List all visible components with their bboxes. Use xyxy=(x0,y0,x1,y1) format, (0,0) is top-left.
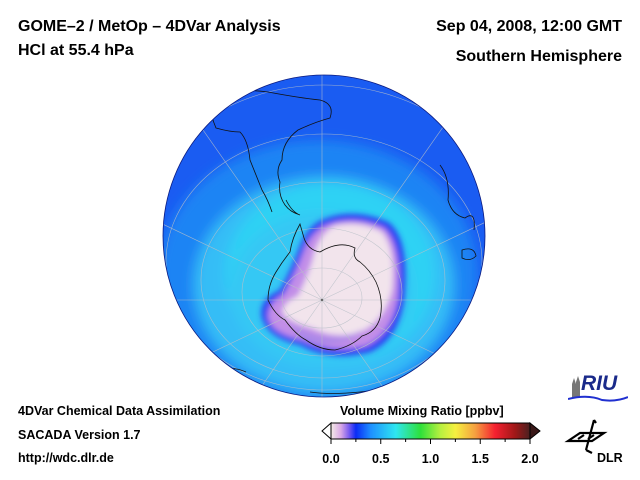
dlr-emblem-icon xyxy=(564,419,608,454)
meridian-line xyxy=(163,75,323,301)
title-line-1: GOME–2 / MetOp – 4DVar Analysis xyxy=(18,18,281,35)
meridian-line xyxy=(321,299,485,397)
colorbar-tick-label: 1.0 xyxy=(421,452,440,466)
meridian-line xyxy=(163,134,323,301)
meridian-line xyxy=(321,299,485,397)
coastlines xyxy=(210,90,477,394)
region-label: Southern Hemisphere xyxy=(455,48,622,65)
globe-edge xyxy=(162,74,486,398)
riu-text: RIU xyxy=(581,372,618,395)
footer-line-3[interactable]: http://wdc.dlr.de xyxy=(18,451,114,465)
colorbar-tick-label: 0.5 xyxy=(372,452,390,466)
title-line-2: HCl at 55.4 hPa xyxy=(18,42,134,59)
dlr-text: DLR xyxy=(597,451,623,465)
footer-line-1: 4DVar Chemical Data Assimilation xyxy=(18,404,221,418)
meridian-line xyxy=(321,75,485,301)
meridian-line xyxy=(321,134,485,301)
date-label: Sep 04, 2008, 12:00 GMT xyxy=(436,18,622,35)
colorbar-tick-label: 1.5 xyxy=(471,452,489,466)
footer-line-2: SACADA Version 1.7 xyxy=(18,428,141,442)
riu-logo: RIU xyxy=(567,372,629,402)
colorbar-title: Volume Mixing Ratio [ppbv] xyxy=(340,404,504,418)
riu-cathedral-icon xyxy=(567,376,629,402)
dlr-logo: DLR xyxy=(564,415,624,470)
colorbar-tick-label: 2.0 xyxy=(521,452,539,466)
colorbar-tick-label: 0.0 xyxy=(322,452,340,466)
south-pole-marker xyxy=(320,298,324,302)
meridian-line xyxy=(163,299,323,397)
meridian-line xyxy=(163,299,323,397)
